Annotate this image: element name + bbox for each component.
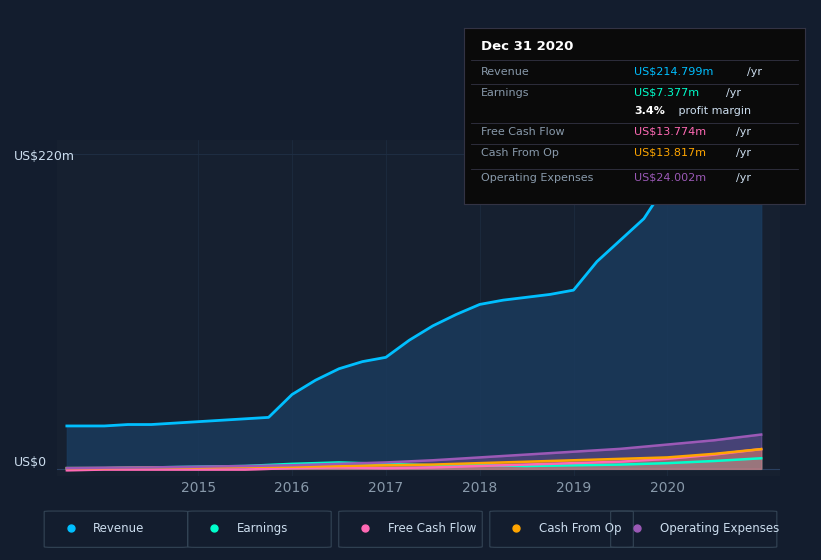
Text: Operating Expenses: Operating Expenses [481,172,594,183]
Text: US$13.774m: US$13.774m [635,127,706,137]
Text: US$220m: US$220m [14,150,75,163]
Text: Free Cash Flow: Free Cash Flow [388,522,476,535]
Text: Earnings: Earnings [481,88,530,98]
Text: 3.4%: 3.4% [635,106,665,115]
Text: /yr: /yr [746,67,762,77]
Text: Revenue: Revenue [94,522,144,535]
Text: Cash From Op: Cash From Op [539,522,621,535]
Text: US$24.002m: US$24.002m [635,172,706,183]
Text: US$214.799m: US$214.799m [635,67,713,77]
Text: US$7.377m: US$7.377m [635,88,699,98]
Text: /yr: /yr [736,127,751,137]
Text: US$0: US$0 [14,456,48,469]
Text: Earnings: Earnings [236,522,288,535]
Text: Dec 31 2020: Dec 31 2020 [481,40,573,53]
Text: Revenue: Revenue [481,67,530,77]
Text: profit margin: profit margin [675,106,751,115]
Text: /yr: /yr [736,148,751,158]
Text: Cash From Op: Cash From Op [481,148,559,158]
Text: /yr: /yr [736,172,751,183]
Text: /yr: /yr [727,88,741,98]
Text: Operating Expenses: Operating Expenses [660,522,779,535]
Text: US$13.817m: US$13.817m [635,148,706,158]
Text: Free Cash Flow: Free Cash Flow [481,127,565,137]
